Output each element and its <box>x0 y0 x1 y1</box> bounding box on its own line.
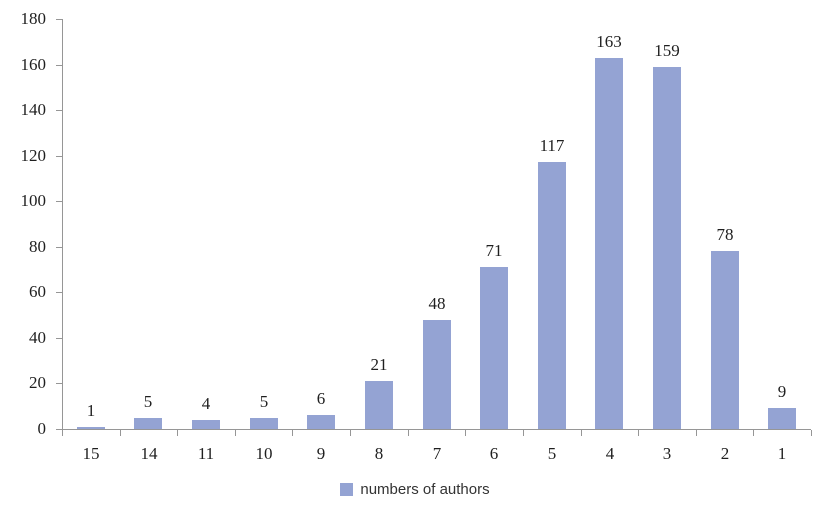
x-tick-label: 10 <box>255 444 273 463</box>
y-tick-mark <box>56 337 62 339</box>
legend: numbers of authors <box>0 481 830 498</box>
bar-6 <box>480 267 508 429</box>
y-tick-label: 80 <box>29 236 46 256</box>
y-tick-label: 20 <box>29 373 46 393</box>
y-tick-label: 160 <box>20 54 47 74</box>
bar-value-label: 21 <box>370 355 388 374</box>
y-tick-label: 40 <box>29 327 46 347</box>
bar-value-label: 5 <box>143 392 153 411</box>
bar-value-label: 1 <box>86 401 96 420</box>
bar-2 <box>711 251 739 429</box>
bar-value-label: 163 <box>596 32 622 51</box>
x-tick-mark <box>292 430 294 436</box>
y-tick-mark <box>56 383 62 385</box>
x-tick-label: 15 <box>82 444 100 463</box>
bar-8 <box>365 381 393 429</box>
bar-value-label: 71 <box>485 241 503 260</box>
x-tick-label: 5 <box>547 444 557 463</box>
y-tick-mark <box>56 64 62 66</box>
bar-11 <box>192 420 220 429</box>
x-tick-mark <box>119 430 121 436</box>
y-tick-label: 140 <box>20 100 47 120</box>
x-tick-mark <box>177 430 179 436</box>
x-tick-mark <box>638 430 640 436</box>
x-tick-label: 7 <box>432 444 442 463</box>
bar-3 <box>653 67 681 429</box>
bar-value-label: 9 <box>777 382 787 401</box>
x-tick-label: 3 <box>662 444 672 463</box>
x-tick-label: 14 <box>140 444 158 463</box>
bar-value-label: 5 <box>259 392 269 411</box>
bar-value-label: 6 <box>316 389 326 408</box>
x-tick-label: 4 <box>605 444 615 463</box>
x-tick-mark <box>465 430 467 436</box>
y-tick-mark <box>56 292 62 294</box>
x-tick-mark <box>350 430 352 436</box>
y-tick-label: 120 <box>20 145 47 165</box>
bar-value-label: 48 <box>428 294 446 313</box>
bar-value-label: 117 <box>539 136 565 155</box>
y-tick-label: 180 <box>20 9 47 28</box>
x-tick-mark <box>753 430 755 436</box>
x-tick-mark <box>522 430 524 436</box>
x-tick-mark <box>580 430 582 436</box>
bar-5 <box>538 162 566 429</box>
x-tick-label: 8 <box>374 444 384 463</box>
bar-14 <box>134 418 162 429</box>
legend-label: numbers of authors <box>360 481 490 498</box>
x-tick-label: 11 <box>197 444 215 463</box>
x-tick-label: 9 <box>316 444 326 463</box>
bar-1 <box>768 408 796 429</box>
x-tick-label: 6 <box>489 444 499 463</box>
bar-15 <box>77 427 105 429</box>
x-tick-mark <box>407 430 409 436</box>
bar-9 <box>307 415 335 429</box>
x-tick-mark <box>695 430 697 436</box>
y-tick-mark <box>56 155 62 157</box>
y-tick-mark <box>56 429 62 430</box>
bar-10 <box>250 418 278 429</box>
y-tick-label: 100 <box>20 191 47 211</box>
y-tick-label: 0 <box>37 419 47 438</box>
x-tick-mark <box>62 430 63 436</box>
y-tick-mark <box>56 201 62 203</box>
legend-swatch-icon <box>340 483 354 496</box>
bar-value-label: 4 <box>201 394 211 413</box>
x-tick-mark <box>811 430 812 436</box>
x-axis-line <box>62 429 811 430</box>
bar-value-label: 159 <box>654 41 680 60</box>
bar-value-label: 78 <box>716 225 734 244</box>
x-tick-mark <box>234 430 236 436</box>
bar-4 <box>595 58 623 429</box>
y-tick-mark <box>56 246 62 248</box>
y-tick-mark <box>56 110 62 112</box>
bar-7 <box>423 320 451 429</box>
x-tick-label: 1 <box>777 444 787 463</box>
y-tick-label: 60 <box>29 282 46 302</box>
y-tick-mark <box>56 19 62 20</box>
x-tick-label: 2 <box>720 444 730 463</box>
y-axis-line <box>62 19 63 430</box>
